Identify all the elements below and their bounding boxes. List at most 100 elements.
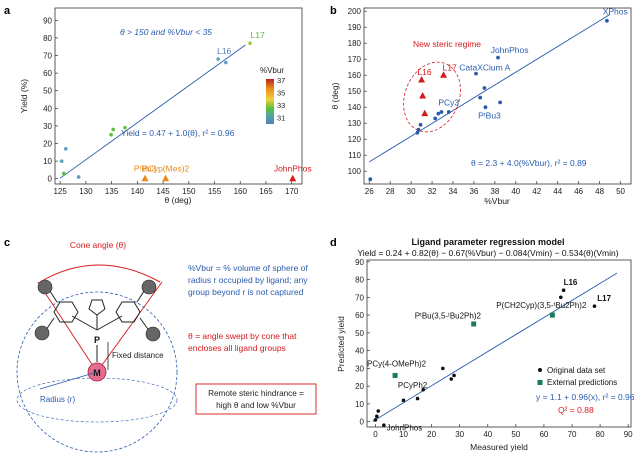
x-tick-label: 140	[131, 187, 145, 196]
panel-b-x-ticks: 26 28 30 32 34 36 38 40 42 44 46 48 50	[365, 181, 626, 196]
point-label: L16	[564, 278, 578, 287]
phosphorus-atom: P	[94, 335, 100, 345]
panel-a-x-ticks: 125 130 135 140 145 150 155 160 165 170	[53, 181, 299, 196]
x-tick-label: 34	[449, 187, 458, 196]
x-tick-label: 40	[483, 430, 492, 439]
tert-butyl-spheres	[34, 279, 161, 342]
original-data-point	[375, 414, 379, 419]
panel-d-q2: Q² = 0.88	[558, 405, 594, 415]
panel-b: b 100 110 120 130 140 150 160 170 180 190 200 26 28…	[330, 5, 632, 206]
panel-a-frame	[54, 7, 303, 185]
panel-d-fit-equation: y = 1.1 + 0.96(x), r² = 0.96	[536, 392, 635, 402]
panel-a-points	[59, 41, 252, 179]
panel-a-y-axis-label: Yield (%)	[19, 79, 29, 113]
panel-a-label: a	[4, 5, 11, 17]
x-tick-label: 20	[427, 430, 436, 439]
triangle-marker	[289, 174, 297, 182]
colorbar-gradient	[266, 79, 274, 124]
point-label: L17	[597, 294, 611, 303]
y-tick-label: 0	[48, 175, 53, 184]
x-tick-label: 30	[455, 430, 464, 439]
panel-c-label: c	[4, 237, 10, 249]
x-tick-label: 130	[79, 187, 93, 196]
x-tick-label: 0	[373, 430, 378, 439]
x-tick-label: 30	[407, 187, 416, 196]
panel-d-frame	[366, 259, 632, 428]
panel-a-y-ticks: 0 10 20 30 40 50 60 70 80 90	[43, 16, 58, 184]
aryl-ring-left	[53, 301, 79, 323]
data-point	[474, 71, 478, 76]
external-prediction-point	[471, 321, 477, 327]
y-tick-label: 190	[348, 23, 362, 32]
y-tick-label: 60	[43, 69, 52, 78]
y-tick-label: 10	[43, 157, 52, 166]
x-tick-label: 46	[574, 187, 583, 196]
y-tick-label: 90	[355, 258, 364, 267]
data-point	[416, 127, 421, 132]
x-tick-label: 36	[469, 187, 478, 196]
x-tick-label: 38	[490, 187, 499, 196]
radius-label: Radius (r)	[40, 395, 75, 404]
data-point	[498, 100, 503, 105]
data-point	[76, 175, 81, 179]
data-point	[605, 18, 609, 23]
data-point	[446, 110, 451, 114]
cone-angle-label: Cone angle (θ)	[70, 240, 126, 250]
original-data-point	[376, 409, 381, 413]
triangle-marker	[419, 92, 427, 99]
x-tick-label: 155	[208, 187, 222, 196]
y-tick-label: 80	[355, 276, 364, 285]
data-point	[433, 116, 438, 121]
radius-line	[39, 371, 98, 390]
point-label: PᵗBu(3,5-ᵗBu2Ph)2	[415, 312, 482, 321]
panel-d-title: Ligand parameter regression model	[411, 237, 564, 247]
legend-marker-original	[538, 368, 542, 372]
point-label: XPhos	[603, 6, 628, 16]
x-tick-label: 125	[53, 187, 67, 196]
x-tick-label: 40	[511, 187, 520, 196]
remote-steric-line-2: high θ and low %Vbur	[216, 401, 296, 410]
aryl-ring-right	[115, 301, 141, 323]
y-tick-label: 140	[348, 103, 362, 112]
x-tick-label: 160	[234, 187, 248, 196]
data-point	[123, 125, 127, 130]
panel-a-fit-line	[59, 44, 246, 179]
cyclopentyl-ring	[88, 299, 106, 316]
vbur-def-line-1: %Vbur = % volume of sphere of	[188, 263, 308, 273]
data-point	[59, 159, 64, 163]
y-tick-label: 110	[348, 151, 361, 160]
point-label: JohnPhos	[491, 45, 529, 55]
data-point	[109, 132, 113, 137]
colorbar-title: %Vbur	[260, 66, 284, 75]
y-tick-label: 0	[360, 418, 365, 427]
colorbar-tick-label: 37	[277, 76, 285, 85]
y-tick-label: 10	[355, 400, 364, 409]
new-steric-regime-ellipse	[403, 61, 461, 133]
data-point	[224, 60, 228, 65]
triangle-marker	[418, 76, 426, 83]
data-point	[216, 57, 220, 61]
legend-label-original: Original data set	[547, 366, 606, 375]
y-tick-label: 40	[43, 104, 52, 113]
y-tick-label: 20	[43, 140, 52, 149]
triangle-marker	[162, 174, 170, 182]
panel-a-point-labels: L16 L17	[217, 30, 265, 56]
panel-a-equation-text: Yield = 0.47 + 1.0(θ), r² = 0.96	[121, 128, 235, 138]
x-tick-label: 50	[616, 187, 625, 196]
theta-definition: θ = angle swept by cone that encloses al…	[188, 331, 297, 353]
point-label: L16	[217, 46, 231, 56]
y-tick-label: 180	[348, 39, 362, 48]
panel-d-points	[373, 288, 597, 428]
y-tick-label: 70	[355, 293, 364, 302]
point-label: PᵗBu3	[478, 110, 501, 120]
y-tick-label: 160	[348, 71, 362, 80]
data-point	[415, 130, 420, 135]
x-tick-label: 90	[624, 430, 633, 439]
triangle-marker	[440, 71, 448, 78]
point-label: PCy(4-OMePh)2	[367, 360, 427, 369]
original-data-point	[449, 377, 454, 381]
y-tick-label: 20	[355, 382, 364, 391]
panel-b-y-ticks: 100 110 120 130 140 150 160 170 180 190 200	[348, 7, 367, 176]
